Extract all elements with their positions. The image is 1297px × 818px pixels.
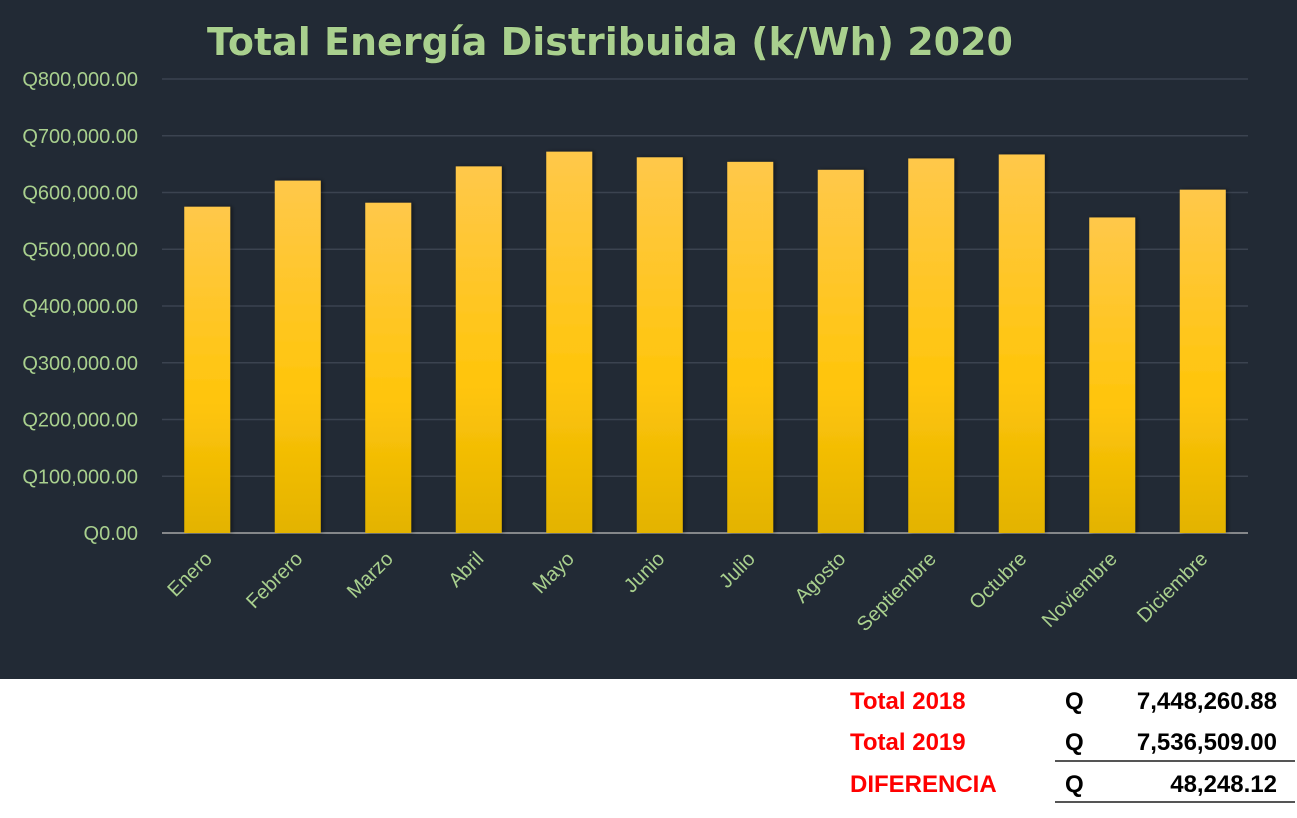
y-tick-label: Q200,000.00 <box>22 410 138 432</box>
x-tick-label: Diciembre <box>1133 548 1212 627</box>
summary-amount: 7,448,260.88 <box>1136 688 1277 715</box>
y-tick-label: Q500,000.00 <box>22 239 138 261</box>
bar-agosto <box>817 169 864 534</box>
y-tick-label: Q0.00 <box>84 523 138 545</box>
divider-line <box>1055 760 1295 762</box>
summary-label: Total 2019 <box>850 729 966 756</box>
x-tick-label: Agosto <box>791 548 851 608</box>
chart-title: Total Energía Distribuida (k/Wh) 2020 <box>207 20 1013 64</box>
x-tick-label: Junio <box>620 548 669 597</box>
summary-amount: 7,536,509.00 <box>1136 729 1277 756</box>
y-tick-label: Q700,000.00 <box>22 126 138 148</box>
bar-octubre <box>998 154 1045 534</box>
bar-junio <box>636 157 683 533</box>
x-tick-label: Septiembre <box>853 548 941 636</box>
x-tick-label: Noviembre <box>1038 548 1122 632</box>
summary-currency: Q <box>1065 688 1084 715</box>
x-tick-label: Octubre <box>965 548 1031 614</box>
bar-febrero <box>274 180 321 533</box>
divider-line <box>1055 801 1295 803</box>
bar-septiembre <box>908 158 955 533</box>
summary-label: DIFERENCIA <box>850 771 997 798</box>
bar-enero <box>184 206 231 533</box>
y-tick-label: Q100,000.00 <box>22 466 138 488</box>
x-tick-label: Enero <box>163 548 216 601</box>
x-tick-label: Julio <box>715 548 760 593</box>
x-tick-label: Febrero <box>242 548 307 613</box>
x-tick-label: Mayo <box>529 548 579 598</box>
bar-diciembre <box>1179 189 1226 533</box>
bar-chart: Total Energía Distribuida (k/Wh) 2020 Q0… <box>22 20 1248 636</box>
y-tick-label: Q400,000.00 <box>22 296 138 318</box>
x-tick-label: Marzo <box>343 548 398 603</box>
bar-noviembre <box>1089 217 1136 533</box>
bar-marzo <box>365 202 412 533</box>
chart-panel: Total Energía Distribuida (k/Wh) 2020 Q0… <box>0 0 1297 679</box>
summary-amount: 48,248.12 <box>1170 771 1277 798</box>
summary-label: Total 2018 <box>850 688 966 715</box>
bar-mayo <box>546 151 593 533</box>
summary-currency: Q <box>1065 771 1084 798</box>
bar-julio <box>727 161 774 534</box>
bar-abril <box>455 166 502 533</box>
x-tick-label: Abril <box>444 548 488 592</box>
summary-currency: Q <box>1065 729 1084 756</box>
y-tick-label: Q800,000.00 <box>22 69 138 91</box>
y-tick-label: Q300,000.00 <box>22 353 138 375</box>
y-tick-label: Q600,000.00 <box>22 183 138 205</box>
